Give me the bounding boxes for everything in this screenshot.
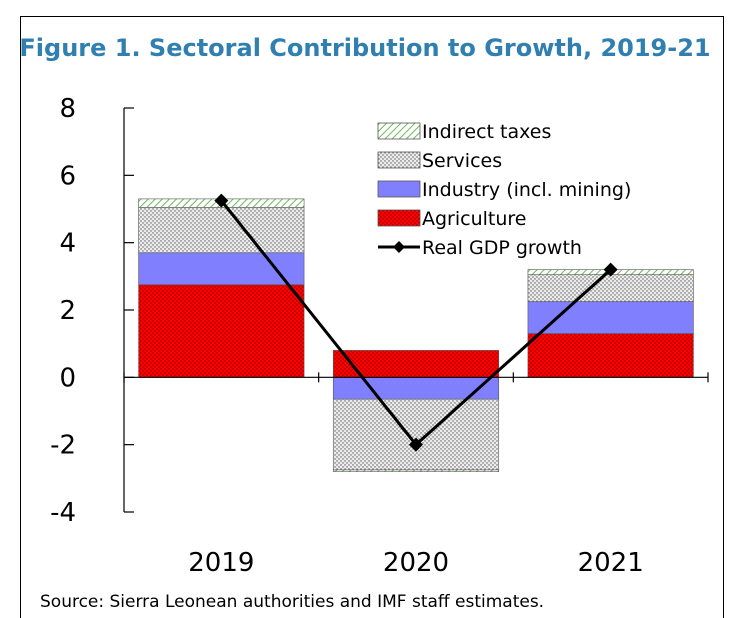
chart-title: Figure 1. Sectoral Contribution to Growt… bbox=[19, 34, 711, 62]
x-tick-label: 2020 bbox=[383, 548, 449, 578]
bar-indirect-taxes-2020 bbox=[332, 469, 500, 472]
bar-industry-incl-mining-2020 bbox=[332, 377, 500, 400]
legend-label-indirect-taxes: Indirect taxes bbox=[422, 121, 551, 143]
bar-services-2021 bbox=[527, 274, 694, 302]
bar-agriculture-2020 bbox=[332, 350, 500, 378]
y-tick-label: -4 bbox=[50, 498, 76, 528]
y-tick-label: -2 bbox=[50, 431, 76, 461]
bar-agriculture-2019 bbox=[138, 284, 305, 378]
x-tick-label: 2019 bbox=[188, 548, 254, 578]
legend-label-agriculture: Agriculture bbox=[422, 208, 527, 230]
bar-services-2020 bbox=[332, 398, 500, 471]
legend-label-real-gdp-growth: Real GDP growth bbox=[422, 237, 582, 259]
bar-industry-incl-mining-2019 bbox=[138, 252, 305, 286]
bar-industry-incl-mining-2021 bbox=[527, 301, 694, 334]
line-point-real-gdp-growth bbox=[603, 262, 618, 277]
bar-services-2019 bbox=[138, 207, 305, 254]
bar-agriculture-2021 bbox=[527, 333, 694, 378]
y-tick-label: 2 bbox=[59, 296, 76, 326]
legend-label-industry-incl-mining: Industry (incl. mining) bbox=[422, 179, 631, 201]
y-tick-label: 4 bbox=[59, 229, 76, 259]
legend-swatch-industry-incl-mining bbox=[377, 180, 421, 198]
figure-frame bbox=[20, 16, 724, 618]
legend-swatch-indirect-taxes bbox=[377, 122, 421, 140]
legend-swatch-services bbox=[377, 151, 421, 169]
source-note: Source: Sierra Leonean authorities and I… bbox=[40, 592, 545, 612]
y-tick-label: 6 bbox=[59, 161, 76, 191]
y-tick-label: 0 bbox=[59, 363, 76, 393]
legend-swatch-agriculture bbox=[377, 209, 421, 227]
line-point-real-gdp-growth bbox=[214, 193, 229, 208]
y-tick-label: 8 bbox=[59, 94, 76, 124]
x-tick-label: 2021 bbox=[578, 548, 644, 578]
line-point-real-gdp-growth bbox=[409, 437, 423, 452]
legend-marker-real-gdp-growth bbox=[393, 241, 405, 253]
legend-label-services: Services bbox=[422, 150, 502, 172]
